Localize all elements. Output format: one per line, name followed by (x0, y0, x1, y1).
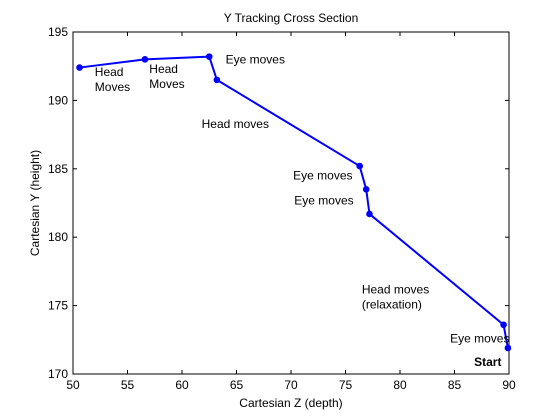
data-point (504, 344, 512, 352)
x-tick-label: 55 (121, 378, 135, 392)
x-tick-label: 90 (502, 378, 516, 392)
annotation-line: Eye moves (450, 332, 509, 346)
annotation-label: Start (474, 355, 501, 369)
annotation-line: Eye moves (293, 169, 352, 183)
data-point (500, 321, 507, 329)
x-tick-label: 85 (448, 378, 462, 392)
x-tick-label: 75 (339, 378, 353, 392)
x-tick-label: 70 (284, 378, 298, 392)
y-tick-label: 195 (48, 25, 68, 39)
y-tick-label: 170 (48, 367, 68, 381)
data-point (76, 64, 83, 71)
series-layer (76, 53, 512, 352)
data-point (366, 210, 373, 218)
data-point (362, 186, 370, 193)
annotation-label: Eye moves (294, 193, 353, 207)
x-axis-title: Cartesian Z (depth) (239, 396, 342, 410)
annotation-line: Head (149, 62, 178, 76)
data-point (141, 56, 149, 63)
annotation-line: Start (474, 355, 501, 369)
y-tick-label: 180 (48, 230, 68, 244)
annotation-line: Moves (149, 77, 184, 91)
annotation-label: Head Moves (149, 62, 184, 91)
x-tick-label: 80 (393, 378, 407, 392)
annotation-label: Head moves (relaxation) (362, 282, 429, 311)
annotation-line: Eye moves (226, 52, 285, 66)
y-axis: 170 175 180 185 190 195 (48, 25, 509, 381)
annotation-line: (relaxation) (362, 297, 422, 311)
annotation-label: Eye moves (450, 332, 509, 346)
y-axis-title: Cartesian Y (height) (28, 150, 42, 256)
x-tick-label: 50 (66, 378, 80, 392)
y-tick-label: 185 (48, 162, 68, 176)
y-tick-label: 190 (48, 93, 68, 107)
data-point (213, 76, 221, 84)
chart-title: Y Tracking Cross Section (224, 11, 359, 25)
x-tick-label: 65 (230, 378, 244, 392)
annotation-line: Head moves (202, 117, 269, 131)
x-axis: 50 55 60 65 70 75 80 85 90 (66, 32, 516, 392)
x-tick-label: 60 (175, 378, 189, 392)
annotation-line: Eye moves (294, 193, 353, 207)
annotation-label: Eye moves (293, 169, 352, 183)
plot-area (72, 31, 510, 375)
annotation-line: Moves (95, 80, 130, 94)
annotation-label: Head moves (202, 117, 269, 131)
data-point (205, 53, 213, 60)
y-tick-label: 175 (48, 299, 68, 313)
annotation-label: Eye moves (226, 52, 285, 66)
data-point (356, 162, 363, 170)
annotation-line: Head (95, 65, 124, 79)
annotation-label: Head Moves (95, 65, 130, 94)
annotation-line: Head moves (362, 282, 429, 296)
